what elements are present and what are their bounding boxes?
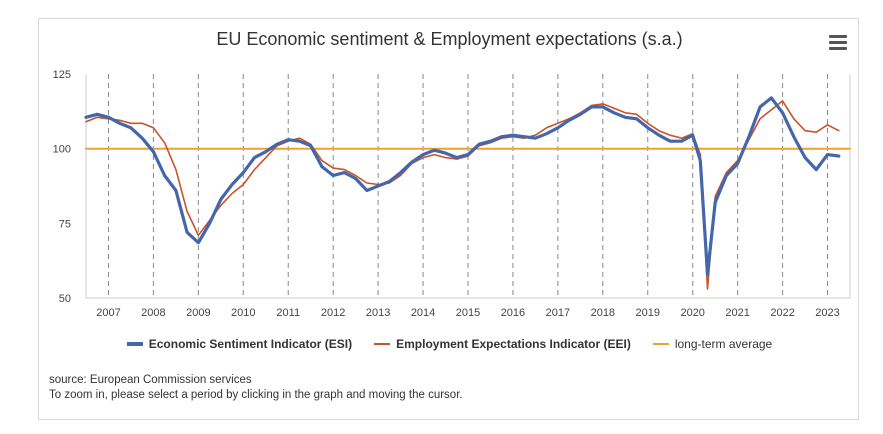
x-tick-label: 2014	[411, 307, 435, 319]
x-tick-label: 2018	[591, 307, 615, 319]
chart-title: EU Economic sentiment & Employment expec…	[216, 29, 683, 49]
source-text: source: European Commission services	[49, 374, 252, 386]
x-tick-label: 2009	[186, 307, 210, 319]
x-tick-label: 2023	[815, 307, 839, 319]
source-note: source: European Commission services To …	[49, 373, 463, 403]
y-tick-label: 50	[59, 293, 71, 305]
series-line-eei[interactable]	[85, 100, 840, 290]
x-tick-label: 2011	[276, 307, 300, 319]
x-tick-label: 2021	[725, 307, 749, 319]
x-tick-label: 2008	[141, 307, 165, 319]
x-tick-label: 2015	[456, 307, 480, 319]
legend-label-eei: Employment Expectations Indicator (EEI)	[396, 337, 631, 351]
legend-label-average: long-term average	[674, 337, 773, 351]
x-tick-label: 2019	[636, 307, 660, 319]
legend-swatch-eei	[374, 343, 391, 345]
y-tick-label: 75	[59, 218, 71, 230]
y-tick-label: 125	[53, 69, 71, 81]
x-tick-label: 2007	[96, 307, 120, 319]
plot-area[interactable]: 50 75 100 125 2007 2008 2009 2010 2011 2012 2013 20…	[39, 19, 860, 329]
legend-label-esi: Economic Sentiment Indicator (ESI)	[148, 337, 353, 351]
menu-icon[interactable]	[829, 35, 847, 51]
legend-swatch-average	[652, 343, 669, 345]
legend: Economic Sentiment Indicator (ESI) Emplo…	[39, 337, 860, 351]
x-tick-label: 2012	[321, 307, 345, 319]
x-tick-label: 2017	[546, 307, 570, 319]
zoom-hint-text: To zoom in, please select a period by cl…	[49, 389, 463, 401]
legend-swatch-esi	[126, 342, 143, 346]
x-tick-label: 2020	[680, 307, 704, 319]
x-tick-label: 2013	[366, 307, 390, 319]
legend-item-eei[interactable]: Employment Expectations Indicator (EEI)	[374, 337, 631, 351]
chart-container: EU Economic sentiment & Employment expec…	[38, 18, 859, 420]
legend-item-average[interactable]: long-term average	[652, 337, 773, 351]
y-tick-label: 100	[53, 144, 71, 156]
legend-item-esi[interactable]: Economic Sentiment Indicator (ESI)	[126, 337, 353, 351]
x-tick-label: 2022	[770, 307, 794, 319]
series-line-esi[interactable]	[84, 96, 841, 276]
x-tick-label: 2010	[231, 307, 255, 319]
x-tick-label: 2016	[501, 307, 525, 319]
